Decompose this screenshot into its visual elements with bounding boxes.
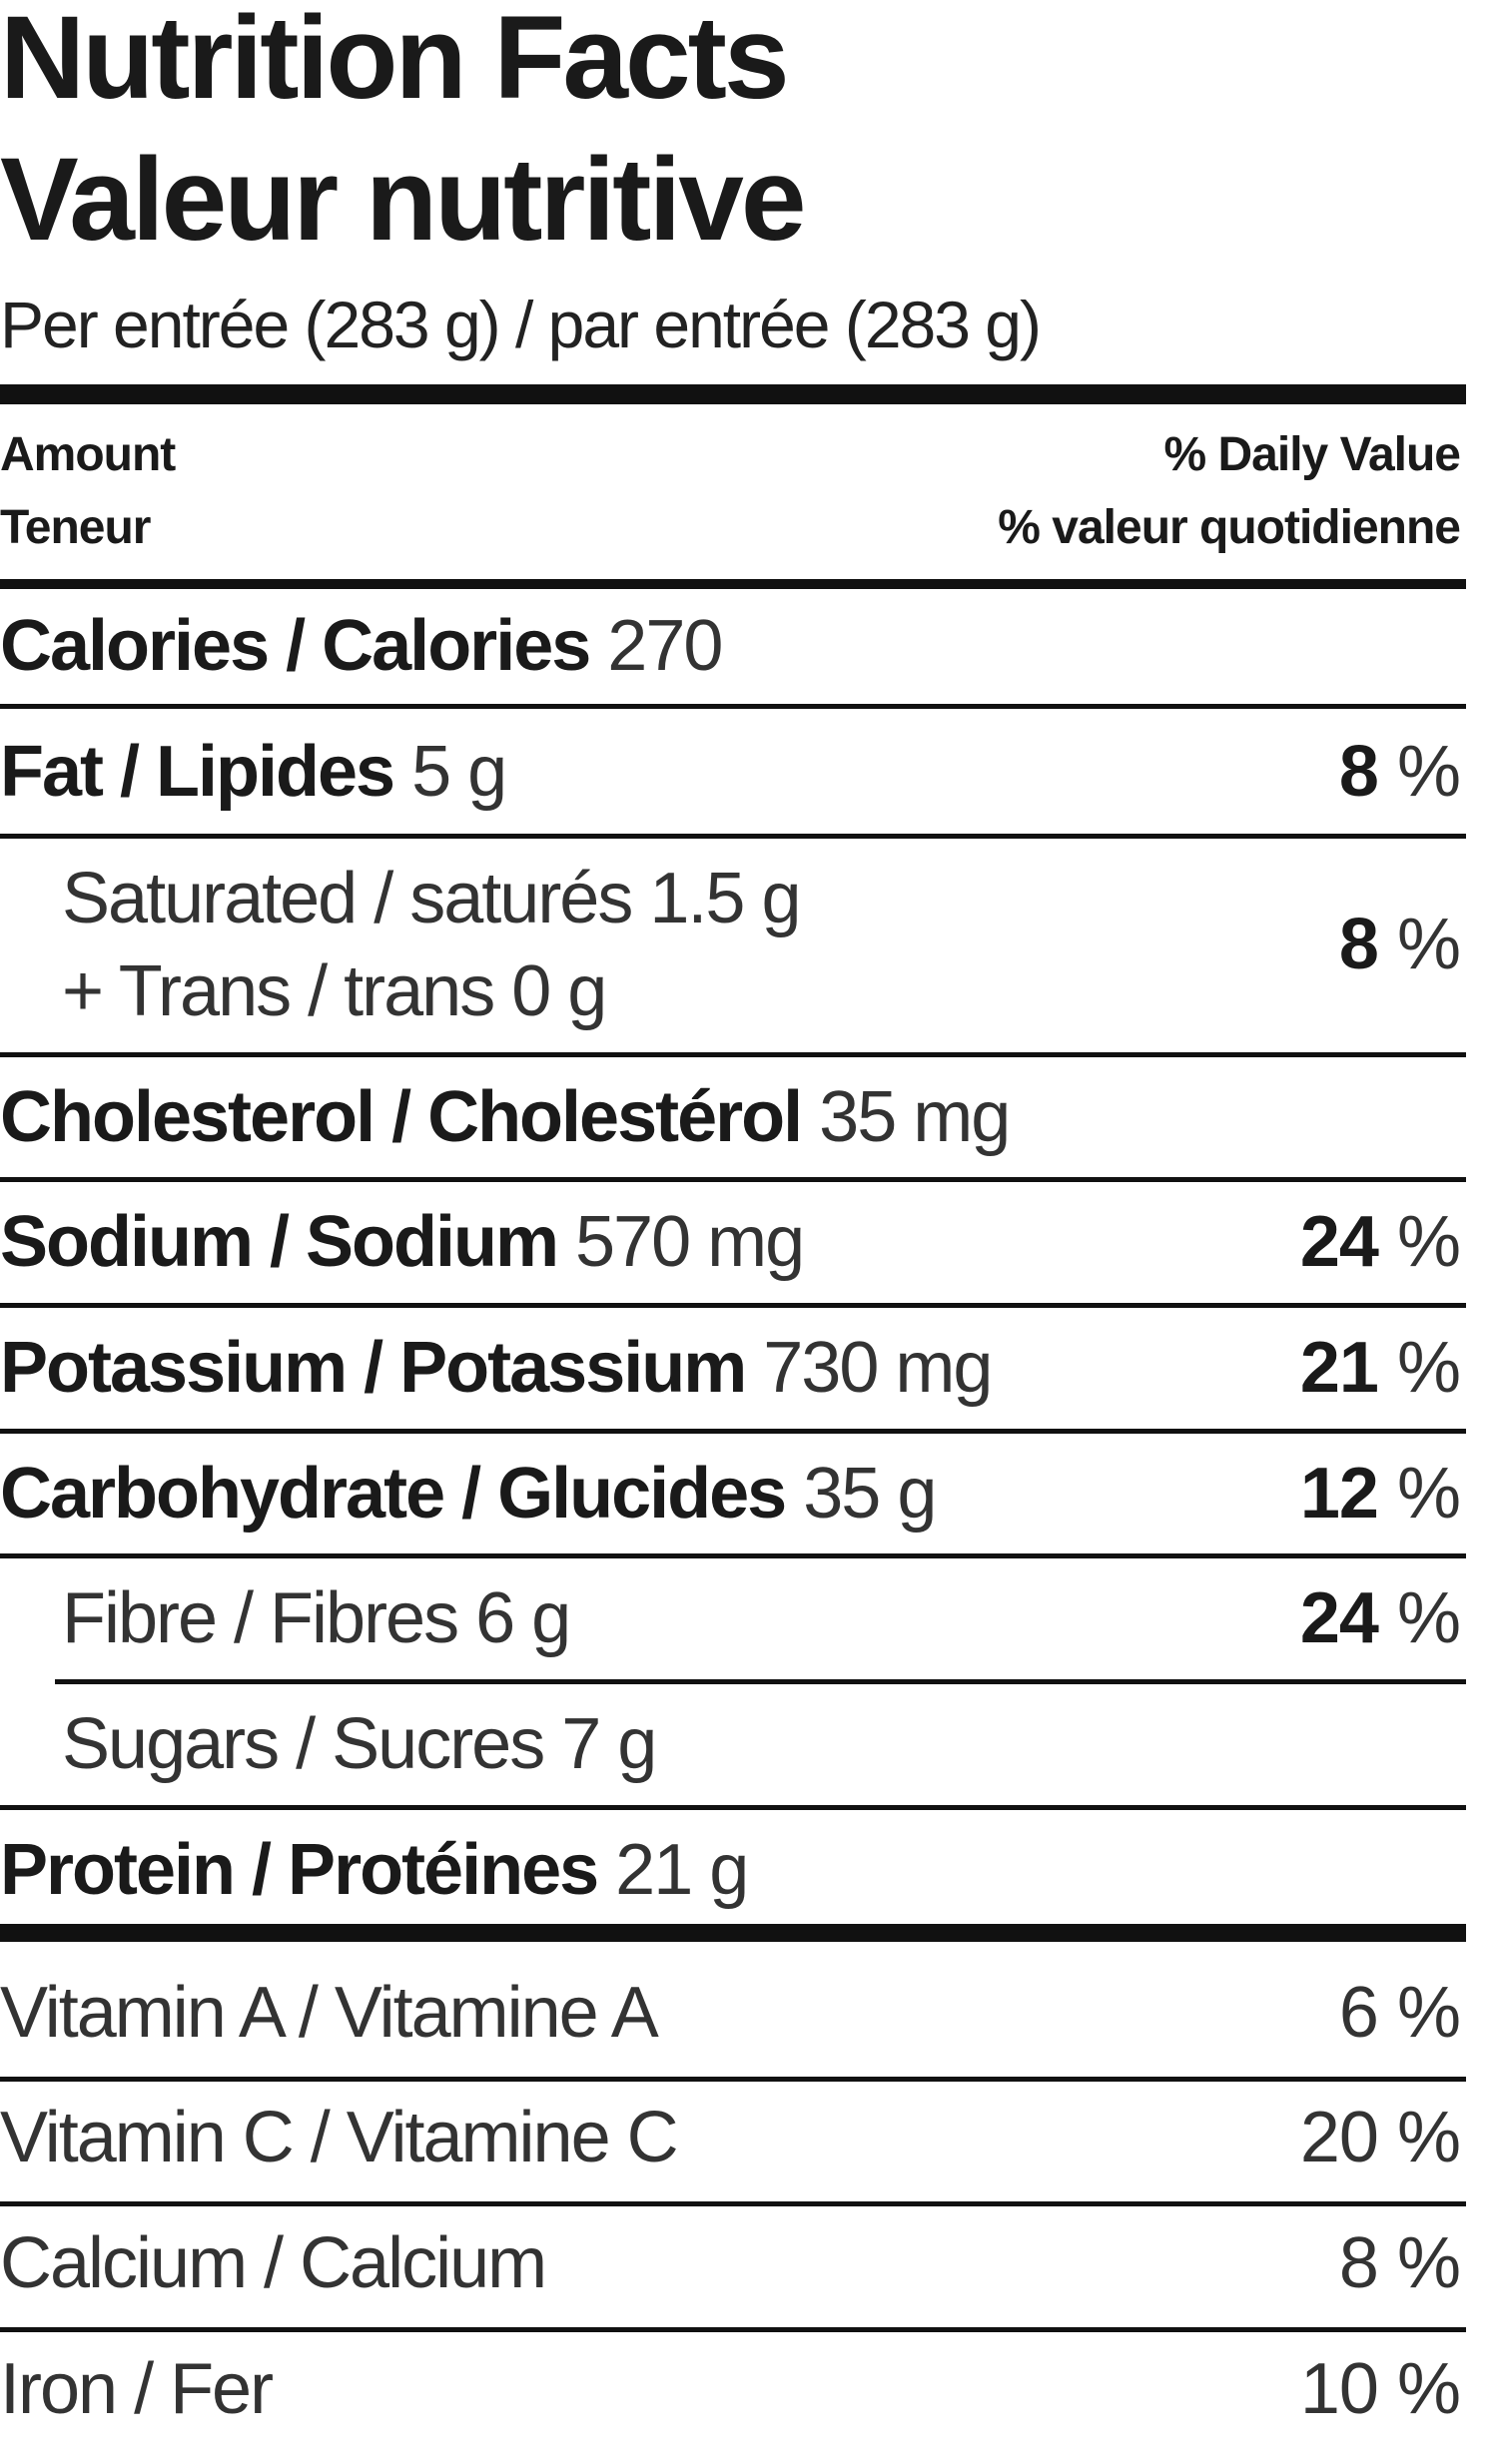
divider [0, 704, 1466, 709]
calories-row: Calories / Calories 270 [0, 606, 723, 686]
calcium-row: Calcium / Calcium [0, 2223, 547, 2303]
sodium-row: Sodium / Sodium 570 mg [0, 1202, 805, 1282]
divider [0, 1177, 1466, 1182]
fat-dv: 8 % [1338, 732, 1461, 812]
sodium-dv: 24 % [1299, 1202, 1461, 1282]
vitamin-c-dv: 20 % [1299, 2098, 1461, 2177]
divider [0, 834, 1466, 839]
saturated-trans-dv: 8 % [1338, 905, 1461, 984]
divider [0, 1805, 1466, 1810]
divider [0, 2327, 1466, 2332]
amount-fr: Teneur [0, 501, 151, 554]
fibre-row: Fibre / Fibres 6 g [62, 1578, 571, 1658]
divider [0, 2201, 1466, 2206]
daily-value-fr: % valeur quotidienne [998, 501, 1461, 554]
potassium-dv: 21 % [1299, 1328, 1461, 1408]
fat-row: Fat / Lipides 5 g [0, 732, 507, 812]
vitamin-a-dv: 6 % [1338, 1973, 1461, 2053]
sugars-row: Sugars / Sucres 7 g [62, 1704, 657, 1784]
title-en: Nutrition Facts [0, 0, 790, 124]
amount-en: Amount [0, 428, 176, 481]
divider [0, 2077, 1466, 2082]
saturated-row: Saturated / saturés 1.5 g [62, 859, 802, 938]
trans-row: + Trans / trans 0 g [62, 951, 607, 1031]
carbohydrate-row: Carbohydrate / Glucides 35 g [0, 1454, 937, 1534]
vitamin-a-row: Vitamin A / Vitamine A [0, 1973, 659, 2053]
potassium-row: Potassium / Potassium 730 mg [0, 1328, 993, 1408]
fibre-dv: 24 % [1299, 1578, 1461, 1658]
divider [0, 1052, 1466, 1057]
cholesterol-row: Cholesterol / Cholestérol 35 mg [0, 1077, 1011, 1157]
vitamin-c-row: Vitamin C / Vitamine C [0, 2098, 679, 2177]
iron-dv: 10 % [1299, 2349, 1461, 2429]
calcium-dv: 8 % [1338, 2223, 1461, 2303]
thick-divider [0, 384, 1466, 404]
protein-row: Protein / Protéines 21 g [0, 1830, 749, 1910]
daily-value-en: % Daily Value [1163, 428, 1461, 481]
divider-indented [55, 1679, 1466, 1684]
title-fr: Valeur nutritive [0, 134, 807, 266]
thick-divider [0, 1924, 1466, 1942]
divider [0, 1429, 1466, 1434]
divider [0, 1553, 1466, 1558]
carbohydrate-dv: 12 % [1299, 1454, 1461, 1534]
serving-size: Per entrée (283 g) / par entrée (283 g) [0, 288, 1042, 361]
iron-row: Iron / Fer [0, 2349, 274, 2429]
medium-divider [0, 579, 1466, 589]
divider [0, 1303, 1466, 1308]
